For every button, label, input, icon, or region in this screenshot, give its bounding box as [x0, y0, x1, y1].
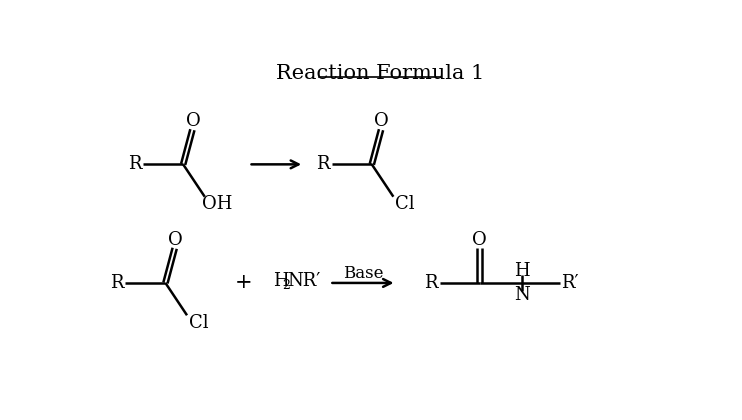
Text: O: O [375, 112, 390, 130]
Text: H: H [273, 272, 289, 290]
Text: OH: OH [202, 195, 232, 213]
Text: H: H [514, 262, 530, 280]
Text: O: O [186, 112, 200, 130]
Text: +: + [234, 273, 252, 292]
Text: N: N [514, 286, 530, 304]
Text: Base: Base [343, 265, 383, 282]
Text: Cl: Cl [188, 314, 209, 332]
Text: O: O [472, 231, 487, 249]
Text: R: R [424, 274, 438, 292]
Text: Cl: Cl [395, 195, 415, 213]
Text: R: R [128, 155, 142, 173]
Text: R: R [317, 155, 330, 173]
Text: Reaction Formula 1: Reaction Formula 1 [276, 64, 485, 83]
Text: O: O [168, 231, 183, 249]
Text: 2: 2 [282, 279, 289, 292]
Text: NR′: NR′ [287, 272, 321, 290]
Text: R: R [110, 274, 124, 292]
Text: R′: R′ [561, 274, 579, 292]
